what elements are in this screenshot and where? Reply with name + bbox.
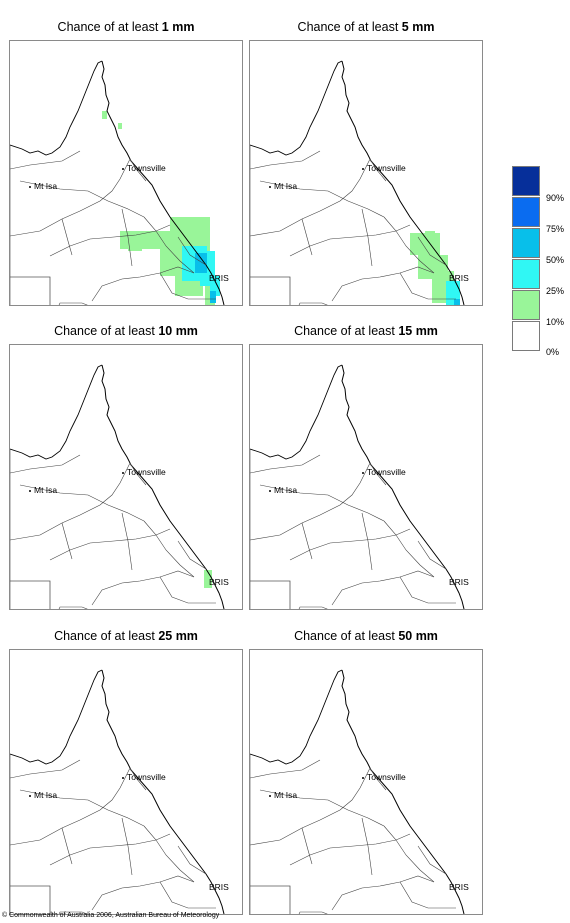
legend-tick: 75% [546, 224, 565, 234]
label-brisbane: BRIS [449, 273, 469, 283]
legend-swatch [512, 259, 540, 289]
map-frame: Townsville Mt Isa BRIS [249, 40, 483, 306]
map-frame: Townsville Mt Isa BRIS [249, 649, 483, 915]
label-townsville: Townsville [362, 467, 406, 477]
queensland-map [10, 364, 225, 609]
legend-tick: 50% [546, 255, 565, 265]
map-frame: Townsville Mt Isa BRIS [9, 40, 243, 306]
label-mt-isa: Mt Isa [29, 485, 57, 495]
queensland-map [10, 669, 225, 914]
map-frame: Townsville Mt Isa BRIS [9, 649, 243, 915]
rain-probability-area-higher [454, 299, 460, 305]
legend-tick: 0% [546, 347, 560, 357]
label-mt-isa: Mt Isa [29, 790, 57, 800]
legend-swatch [512, 290, 540, 320]
map-outline [10, 364, 225, 609]
map-frame: Townsville Mt Isa BRIS [9, 344, 243, 610]
map-outline [250, 364, 465, 609]
label-townsville: Townsville [122, 772, 166, 782]
map-outline [250, 669, 465, 914]
label-brisbane: BRIS [209, 577, 229, 587]
panel-title: Chance of at least 1 mm [57, 20, 195, 34]
panel-title: Chance of at least 50 mm [294, 629, 438, 643]
label-mt-isa: Mt Isa [269, 790, 297, 800]
label-brisbane: BRIS [209, 273, 229, 283]
legend-swatch [512, 166, 540, 196]
label-brisbane: BRIS [449, 577, 469, 587]
label-townsville: Townsville [122, 467, 166, 477]
map-frame: Townsville Mt Isa BRIS [249, 344, 483, 610]
label-brisbane: BRIS [209, 882, 229, 892]
label-mt-isa: Mt Isa [269, 181, 297, 191]
label-townsville: Townsville [362, 163, 406, 173]
label-townsville: Townsville [362, 772, 406, 782]
legend-tick: 25% [546, 286, 565, 296]
map-outline [250, 60, 465, 305]
label-brisbane: BRIS [449, 882, 469, 892]
rain-probability-area [204, 570, 212, 588]
legend-tick: 90% [546, 193, 565, 203]
legend-swatch [512, 197, 540, 227]
label-townsville: Townsville [122, 163, 166, 173]
panel-title: Chance of at least 15 mm [294, 324, 438, 338]
panel-title: Chance of at least 25 mm [54, 629, 198, 643]
queensland-map [10, 60, 225, 305]
label-mt-isa: Mt Isa [29, 181, 57, 191]
queensland-map [250, 364, 465, 609]
map-outline [10, 669, 225, 914]
map-outline [10, 60, 225, 305]
copyright-notice: © Commonwealth of Australia 2006, Austra… [2, 912, 220, 919]
queensland-map [250, 669, 465, 914]
label-mt-isa: Mt Isa [269, 485, 297, 495]
panel-title: Chance of at least 10 mm [54, 324, 198, 338]
legend-swatch [512, 321, 540, 351]
rain-probability-area-higher [195, 253, 216, 303]
legend-tick: 10% [546, 317, 565, 327]
panel-title: Chance of at least 5 mm [297, 20, 435, 34]
legend-swatch [512, 228, 540, 258]
queensland-map [250, 60, 465, 305]
